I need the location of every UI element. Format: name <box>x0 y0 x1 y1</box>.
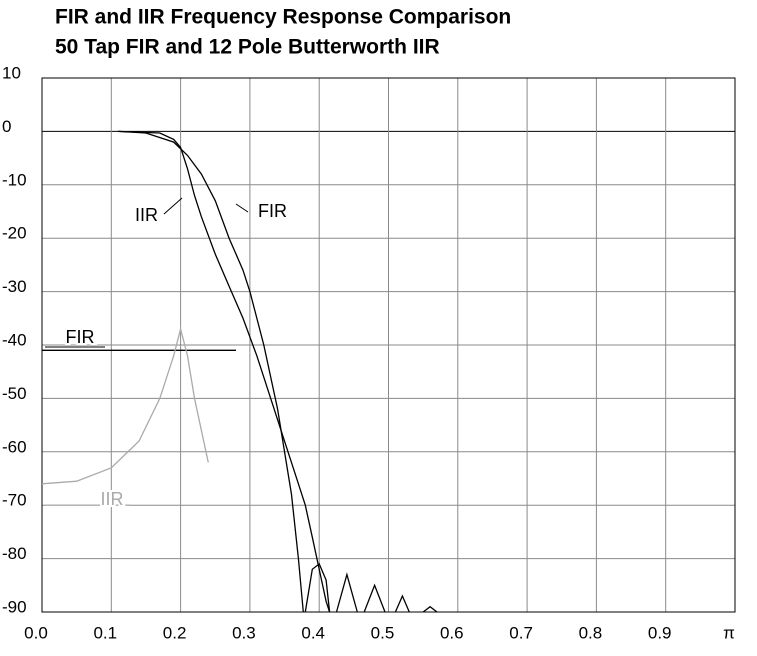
series-line <box>118 130 438 613</box>
x-tick-label: 0.4 <box>301 623 325 642</box>
x-tick-label: 0.9 <box>648 623 672 642</box>
y-tick-label: -60 <box>2 437 27 456</box>
x-tick-label: 0.6 <box>440 623 464 642</box>
y-tick-label: 10 <box>2 63 21 82</box>
series-line <box>41 326 209 485</box>
chart-subtitle: 50 Tap FIR and 12 Pole Butterworth IIR <box>55 36 440 59</box>
y-tick-label: -10 <box>2 170 27 189</box>
y-tick-label: -40 <box>2 330 27 349</box>
series-label: FIR <box>66 327 95 347</box>
plot-border <box>41 77 736 613</box>
series-label: IIR <box>100 489 123 509</box>
chart-title: FIR and IIR Frequency Response Compariso… <box>55 6 511 29</box>
x-tick-label: 0.2 <box>163 623 187 642</box>
series-label: IIR <box>135 205 158 225</box>
series-label: FIR <box>258 201 287 221</box>
label-leader <box>235 203 249 213</box>
x-tick-label: 0.0 <box>24 623 48 642</box>
x-tick-label: 0.7 <box>509 623 533 642</box>
label-leader <box>163 197 183 215</box>
x-tick-label: π <box>723 623 735 642</box>
x-tick-label: 0.5 <box>371 623 395 642</box>
y-tick-label: -20 <box>2 224 27 243</box>
x-tick-label: 0.1 <box>93 623 117 642</box>
x-tick-label: 0.8 <box>579 623 603 642</box>
y-tick-label: 0 <box>2 117 11 136</box>
y-tick-label: -70 <box>2 491 27 510</box>
x-tick-label: 0.3 <box>232 623 256 642</box>
y-tick-label: -50 <box>2 384 27 403</box>
series-line <box>118 130 331 613</box>
y-tick-label: -30 <box>2 277 27 296</box>
y-tick-label: -80 <box>2 544 27 563</box>
y-tick-label: -90 <box>2 597 27 616</box>
